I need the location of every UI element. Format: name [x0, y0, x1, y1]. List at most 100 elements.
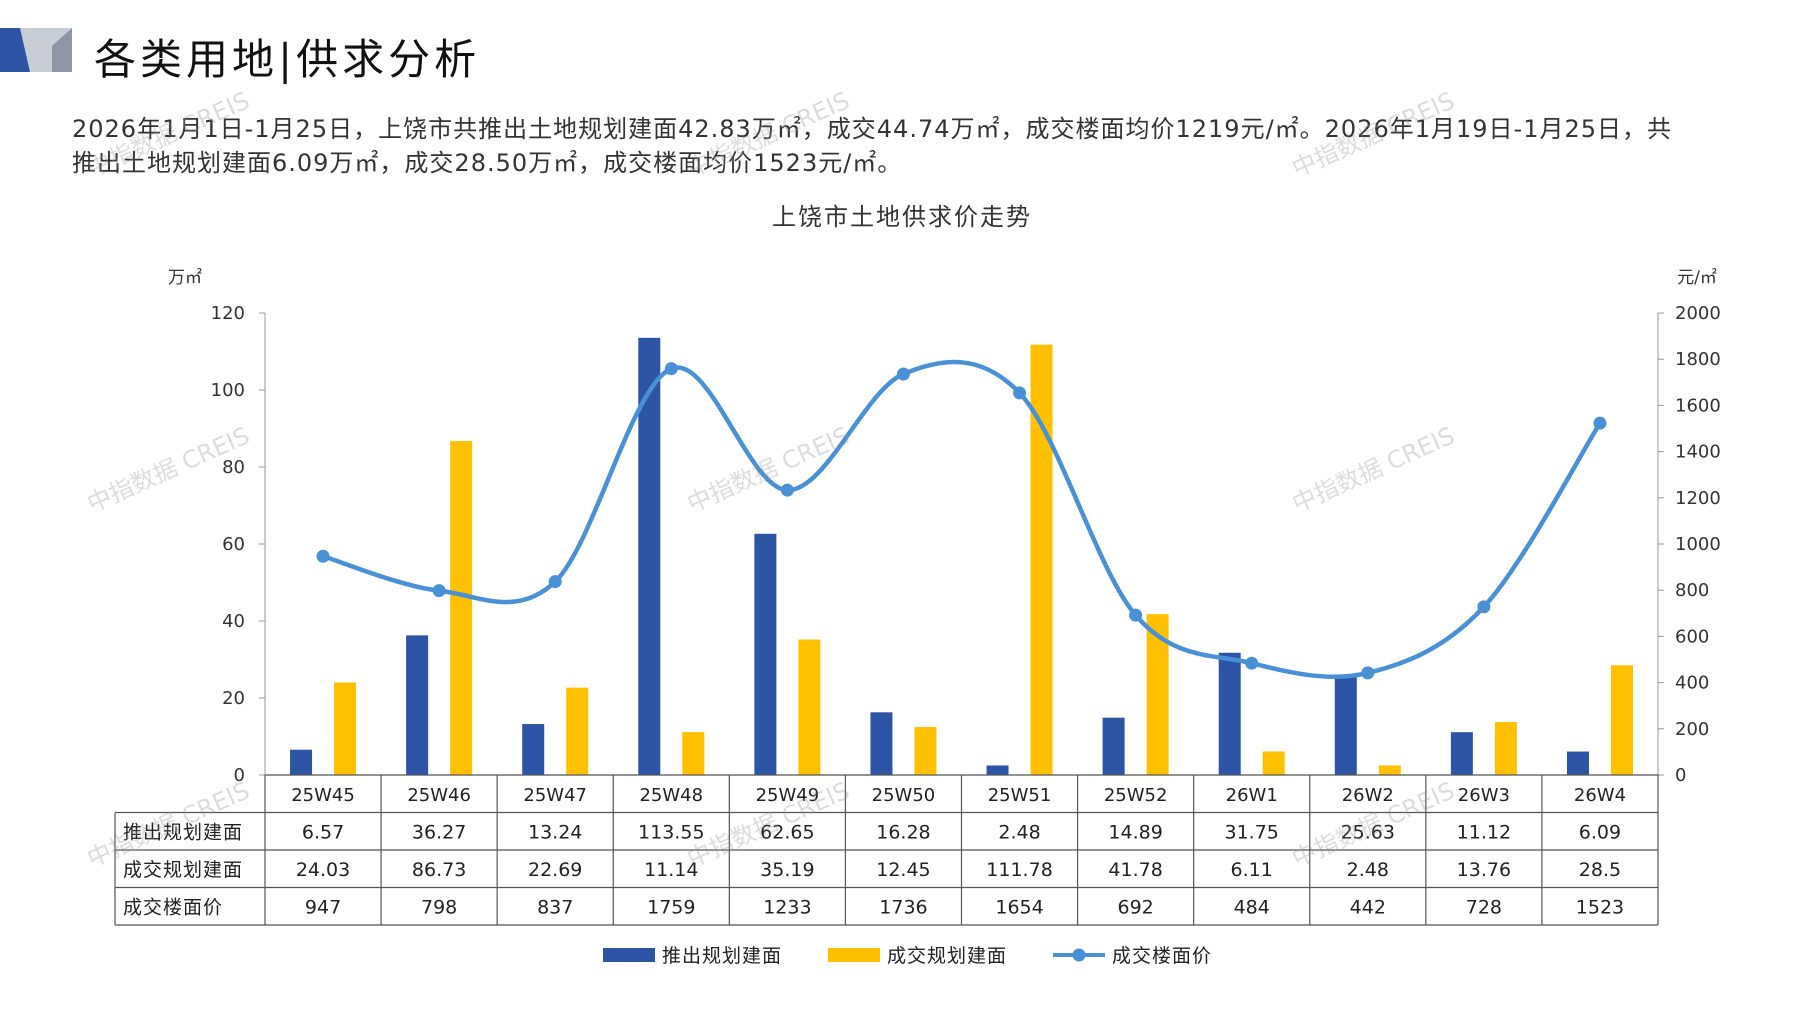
deal-bar — [798, 639, 821, 775]
supply-bar — [1102, 717, 1125, 775]
right-axis-tick-label: 1400 — [1675, 442, 1721, 463]
table-cell: 1654 — [995, 896, 1043, 918]
deal-bar — [566, 687, 589, 775]
table-cell: 837 — [537, 896, 573, 918]
table-cell: 2.48 — [1347, 859, 1389, 881]
deal-bar — [1146, 614, 1169, 775]
table-cell: 31.75 — [1225, 821, 1279, 843]
legend-price-point — [1072, 948, 1086, 962]
table-cell: 6.57 — [302, 821, 344, 843]
table-cell: 947 — [305, 896, 341, 918]
table-cell: 6.09 — [1579, 821, 1621, 843]
table-cell: 484 — [1234, 896, 1270, 918]
right-axis-tick-label: 400 — [1675, 673, 1709, 694]
supply-bar — [638, 337, 661, 775]
price-point — [432, 584, 446, 598]
table-cell: 14.89 — [1108, 821, 1162, 843]
category-label: 26W2 — [1342, 785, 1394, 806]
category-label: 25W51 — [988, 785, 1052, 806]
supply-bar — [1334, 676, 1357, 775]
legend-deal-swatch — [828, 948, 880, 962]
table-row-header: 成交规划建面 — [123, 859, 243, 881]
table-cell: 692 — [1117, 896, 1153, 918]
right-axis-tick-label: 200 — [1675, 719, 1709, 740]
logo-light-shape — [20, 28, 72, 72]
category-label: 25W50 — [872, 785, 936, 806]
table-cell: 6.11 — [1231, 859, 1273, 881]
right-axis-tick-label: 1800 — [1675, 349, 1721, 370]
logo-light-shape-2 — [52, 28, 72, 72]
right-axis-unit: 元/㎡ — [1677, 268, 1717, 288]
table-cell: 1233 — [763, 896, 811, 918]
deal-bar — [1494, 722, 1517, 775]
table-cell: 728 — [1466, 896, 1502, 918]
price-point — [548, 575, 562, 589]
table-cell: 16.28 — [876, 821, 930, 843]
legend-supply-swatch — [603, 948, 655, 962]
supply-bar — [290, 749, 313, 775]
page-header: 各类用地|供求分析 — [0, 24, 900, 84]
supply-bar — [522, 724, 545, 775]
category-label: 25W46 — [407, 785, 471, 806]
table-cell: 13.24 — [528, 821, 582, 843]
left-axis-unit: 万㎡ — [168, 268, 202, 288]
category-label: 26W1 — [1226, 785, 1278, 806]
category-label: 25W49 — [756, 785, 820, 806]
right-axis-tick-label: 1200 — [1675, 488, 1721, 509]
table-cell: 36.27 — [412, 821, 466, 843]
left-axis-tick-label: 60 — [222, 534, 245, 555]
logo-icon — [0, 28, 72, 72]
table-cell: 28.5 — [1579, 859, 1621, 881]
table-cell: 442 — [1350, 896, 1386, 918]
right-axis-tick-label: 1000 — [1675, 534, 1721, 555]
right-axis-tick-label: 2000 — [1675, 303, 1721, 324]
page-title: 各类用地|供求分析 — [94, 35, 481, 84]
table-cell: 62.65 — [760, 821, 814, 843]
price-point — [1245, 656, 1259, 670]
table-cell: 11.14 — [644, 859, 698, 881]
table-cell: 41.78 — [1108, 859, 1162, 881]
price-point — [896, 367, 910, 381]
summary-line-2: 推出土地规划建面6.09万㎡，成交28.50万㎡，成交楼面均价1523元/㎡。 — [72, 149, 903, 177]
right-axis-tick-label: 0 — [1675, 765, 1686, 786]
left-axis-tick-label: 20 — [222, 688, 245, 709]
left-axis-tick-label: 40 — [222, 611, 245, 632]
table-cell: 86.73 — [412, 859, 466, 881]
table-cell: 11.12 — [1457, 821, 1511, 843]
table-cell: 1736 — [879, 896, 927, 918]
table-row-header: 推出规划建面 — [123, 821, 243, 843]
deal-bar — [682, 732, 705, 775]
category-label: 25W45 — [291, 785, 355, 806]
chart-title: 上饶市土地供求价走势 — [772, 203, 1032, 231]
price-point — [1477, 600, 1491, 614]
category-label: 25W48 — [639, 785, 703, 806]
table-cell: 35.19 — [760, 859, 814, 881]
deal-bar — [1610, 665, 1633, 775]
deal-bar — [334, 682, 357, 775]
table-cell: 12.45 — [876, 859, 930, 881]
table-cell: 798 — [421, 896, 457, 918]
left-axis-tick-label: 100 — [211, 380, 245, 401]
category-label: 26W4 — [1574, 785, 1626, 806]
supply-bar — [1566, 751, 1589, 775]
price-point — [664, 362, 678, 376]
summary-text: 2026年1月1日-1月25日，上饶市共推出土地规划建面42.83万㎡，成交44… — [72, 112, 1742, 180]
left-axis-tick-label: 80 — [222, 457, 245, 478]
summary-line-1: 2026年1月1日-1月25日，上饶市共推出土地规划建面42.83万㎡，成交44… — [72, 115, 1673, 143]
deal-bar — [914, 727, 937, 775]
left-axis-tick-label: 120 — [211, 303, 245, 324]
supply-bar — [986, 765, 1009, 775]
price-point — [316, 549, 330, 563]
table-cell: 2.48 — [998, 821, 1040, 843]
table-cell: 25.63 — [1341, 821, 1395, 843]
table-cell: 13.76 — [1457, 859, 1511, 881]
left-axis-tick-label: 0 — [234, 765, 245, 786]
table-cell: 22.69 — [528, 859, 582, 881]
price-point — [780, 483, 794, 497]
table-cell: 1759 — [647, 896, 695, 918]
supply-bar — [1450, 732, 1473, 775]
legend-deal-label: 成交规划建面 — [887, 945, 1007, 967]
table-cell: 111.78 — [986, 859, 1052, 881]
price-point — [1361, 666, 1375, 680]
